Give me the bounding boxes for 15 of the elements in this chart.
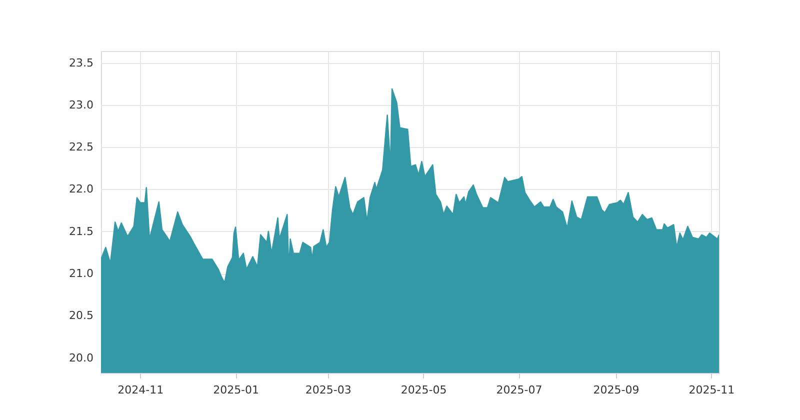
- x-tick-label: 2024-11: [118, 384, 164, 396]
- x-tick-label: 2025-09: [593, 384, 640, 396]
- y-tick-label: 23.0: [69, 98, 94, 112]
- y-tick-label: 21.5: [69, 224, 94, 238]
- y-tick-label: 22.0: [69, 182, 94, 196]
- y-tick-label: 21.0: [69, 267, 94, 280]
- x-tick-label: 2025-11: [688, 384, 735, 396]
- y-tick-label: 20.0: [69, 351, 94, 364]
- x-tick-label: 2025-07: [496, 384, 542, 396]
- x-tick-label: 2025-05: [400, 384, 447, 396]
- x-tick-label: 2025-03: [305, 384, 352, 396]
- y-tick-label: 20.5: [69, 309, 94, 322]
- y-tick-label: 23.5: [69, 56, 94, 70]
- x-tick-label: 2025-01: [213, 384, 260, 396]
- y-tick-label: 22.5: [69, 140, 94, 154]
